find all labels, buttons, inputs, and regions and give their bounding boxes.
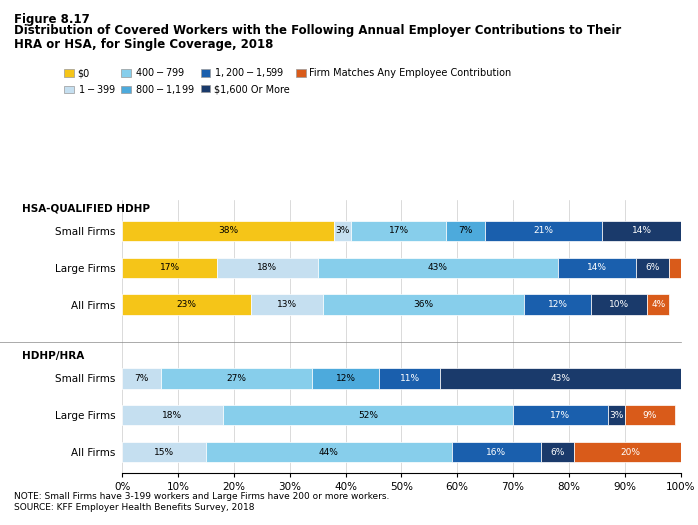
Text: 18%: 18%	[258, 263, 277, 272]
Bar	[452, 442, 541, 463]
Text: 43%: 43%	[428, 263, 447, 272]
Bar	[312, 368, 379, 388]
Text: 44%: 44%	[319, 448, 339, 457]
Text: HSA-QUALIFIED HDHP: HSA-QUALIFIED HDHP	[22, 203, 149, 213]
Text: 17%: 17%	[551, 411, 570, 420]
Text: 6%: 6%	[646, 263, 660, 272]
Text: 15%: 15%	[154, 448, 174, 457]
Bar	[161, 368, 312, 388]
Text: 9%: 9%	[643, 411, 657, 420]
Bar	[122, 258, 217, 278]
Legend: $0, $1 - $399, $400 - $799, $800 - $1,199, $1,200 - $1,599, $1,600 Or More, Firm: $0, $1 - $399, $400 - $799, $800 - $1,19…	[60, 62, 516, 100]
Bar	[574, 442, 686, 463]
Bar	[446, 220, 485, 241]
Text: 14%: 14%	[587, 263, 607, 272]
Bar	[636, 258, 669, 278]
Text: 3%: 3%	[609, 411, 623, 420]
Bar	[379, 368, 440, 388]
Text: 38%: 38%	[218, 226, 238, 235]
Bar	[351, 220, 446, 241]
Bar	[485, 220, 602, 241]
Bar	[647, 295, 669, 315]
Bar	[440, 368, 681, 388]
Bar	[223, 405, 513, 425]
Bar	[318, 258, 558, 278]
Text: HDHP/HRA: HDHP/HRA	[22, 351, 84, 361]
Bar	[558, 258, 636, 278]
Text: 12%: 12%	[336, 374, 355, 383]
Text: 20%: 20%	[621, 448, 640, 457]
Text: 11%: 11%	[400, 374, 419, 383]
Text: 4%: 4%	[651, 300, 665, 309]
Text: 14%: 14%	[632, 226, 651, 235]
Text: 12%: 12%	[548, 300, 567, 309]
Bar	[625, 405, 675, 425]
Text: 6%: 6%	[551, 448, 565, 457]
Bar	[669, 258, 681, 278]
Text: Figure 8.17: Figure 8.17	[14, 13, 90, 26]
Bar	[334, 220, 351, 241]
Text: NOTE: Small Firms have 3-199 workers and Large Firms have 200 or more workers.
S: NOTE: Small Firms have 3-199 workers and…	[14, 492, 389, 512]
Text: 21%: 21%	[534, 226, 554, 235]
Bar	[323, 295, 524, 315]
Text: 23%: 23%	[177, 300, 196, 309]
Text: 18%: 18%	[163, 411, 182, 420]
Text: 13%: 13%	[277, 300, 297, 309]
Text: 3%: 3%	[336, 226, 350, 235]
Bar	[251, 295, 323, 315]
Text: 7%: 7%	[135, 374, 149, 383]
Text: Distribution of Covered Workers with the Following Annual Employer Contributions: Distribution of Covered Workers with the…	[14, 24, 621, 37]
Bar	[122, 220, 334, 241]
Bar	[602, 220, 681, 241]
Bar	[541, 442, 574, 463]
Text: 7%: 7%	[459, 226, 473, 235]
Text: 43%: 43%	[551, 374, 570, 383]
Bar	[122, 442, 206, 463]
Bar	[608, 405, 625, 425]
Bar	[524, 295, 591, 315]
Text: 17%: 17%	[389, 226, 408, 235]
Text: 16%: 16%	[487, 448, 506, 457]
Text: 27%: 27%	[227, 374, 246, 383]
Bar	[122, 405, 223, 425]
Bar	[513, 405, 608, 425]
Text: HRA or HSA, for Single Coverage, 2018: HRA or HSA, for Single Coverage, 2018	[14, 38, 274, 51]
Text: 10%: 10%	[609, 300, 629, 309]
Bar	[122, 368, 161, 388]
Text: 36%: 36%	[414, 300, 433, 309]
Bar	[122, 295, 251, 315]
Text: 52%: 52%	[358, 411, 378, 420]
Bar	[591, 295, 647, 315]
Bar	[206, 442, 452, 463]
Text: 17%: 17%	[160, 263, 179, 272]
Bar	[217, 258, 318, 278]
